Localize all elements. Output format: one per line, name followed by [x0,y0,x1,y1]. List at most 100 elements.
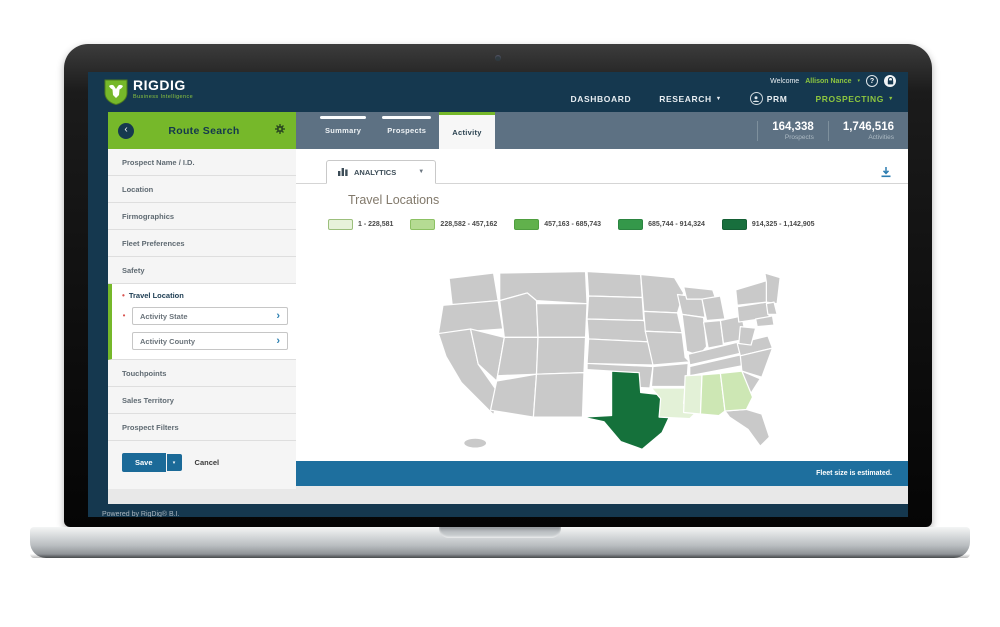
laptop-base [30,527,970,558]
laptop-screen-bezel: RIGDIG Business Intelligence Welcome All… [64,44,932,527]
state-GA [719,370,754,412]
legend-item: 228,582 - 457,162 [410,219,497,230]
sidebar-title: Route Search [168,124,240,137]
sidebar-item-safety[interactable]: Safety [108,257,296,284]
cancel-button[interactable]: Cancel [194,458,220,467]
state-inset [463,437,488,449]
required-dot-icon: • [122,311,126,320]
sidebar-items: Prospect Name / I.D. Location Firmograph… [108,149,296,489]
brand-logo: RIGDIG Business Intelligence [104,78,193,105]
route-search-sidebar: ‹ Route Search Prospect Name / I.D. Loca… [108,112,296,504]
state-CO [535,336,587,375]
app-header: RIGDIG Business Intelligence Welcome All… [88,72,908,112]
state-WA [448,272,499,306]
state-KS [586,338,654,366]
download-icon[interactable] [880,165,892,183]
state-WY [535,303,588,339]
help-icon[interactable]: ? [866,75,878,87]
sidebar-item-travel-location[interactable]: • Travel Location [122,290,184,300]
legend-item: 457,163 - 685,743 [514,219,601,230]
webcam-icon [495,55,501,61]
chevron-right-icon: › [276,334,280,347]
state-AR [650,362,689,388]
brand-tagline: Business Intelligence [133,94,194,100]
save-button[interactable]: Save [122,453,166,472]
sidebar-footer-space [108,489,296,504]
activities-count: 1,746,516 [842,120,894,133]
sidebar-item-touchpoints[interactable]: Touchpoints [108,360,296,387]
sidebar-item-prospect-filters[interactable]: Prospect Filters [108,414,296,441]
chevron-down-icon[interactable]: ▾ [857,78,860,84]
laptop-base-edge [30,554,970,558]
legend-swatch [721,219,747,230]
us-choropleth-map[interactable] [420,266,784,459]
state-FL [724,408,771,447]
state-MN [640,273,685,314]
state-WV [738,326,757,346]
legend-item: 1 - 228,581 [328,219,393,230]
content-footer-bar: Fleet size is estimated. [296,461,908,486]
analytics-dropdown[interactable]: ANALYTICS ▼ [326,160,437,184]
nav-prm[interactable]: PRM [749,92,788,105]
back-icon[interactable]: ‹ [118,122,134,139]
state-NJ [765,301,778,316]
legend-swatch [514,219,540,230]
sidebar-group-travel-location: • Travel Location • Activity State › [108,284,296,360]
tab-bar: Summary Prospects Activity 164,338 Prosp… [296,112,908,149]
powered-by-text: Powered by RigDig® B.I. [102,511,180,517]
page-title: Travel Locations [348,193,440,207]
state-AZ [489,373,538,418]
sidebar-item-firmographics[interactable]: Firmographics [108,203,296,230]
sidebar-item-sales-territory[interactable]: Sales Territory [108,387,296,414]
save-options-button[interactable]: ▾ [166,454,182,471]
state-NEW-ENGLAND [764,272,781,305]
state-MO [644,330,691,366]
app-bottom-bar: Powered by RigDig® B.I. [88,504,908,517]
stats-block: 164,338 Prospects 1,746,516 Activities [757,112,908,149]
fleet-size-note: Fleet size is estimated. [816,470,892,477]
sidebar-item-fleet-preferences[interactable]: Fleet Preferences [108,230,296,257]
legend-swatch [410,219,436,230]
activity-county-button[interactable]: Activity County › [132,332,288,350]
sidebar-item-location[interactable]: Location [108,176,296,203]
gear-icon[interactable] [274,122,286,140]
choropleth-legend: 1 - 228,581 228,582 - 457,162 457,163 - … [328,219,815,230]
shield-logo-icon [104,78,128,105]
nav-dashboard[interactable]: DASHBOARD [570,93,632,104]
state-IL [681,313,708,357]
chevron-right-icon: › [276,309,280,322]
state-MD [755,315,775,328]
legend-swatch [328,219,353,230]
prm-badge-icon [749,92,763,105]
app-window: RIGDIG Business Intelligence Welcome All… [88,72,908,517]
state-UT [496,336,539,382]
brand-name: RIGDIG [133,77,186,93]
state-TX [581,370,672,450]
footer-spacer [296,486,908,504]
sidebar-item-prospect-name[interactable]: Prospect Name / I.D. [108,149,296,176]
state-ID [499,292,539,339]
legend-item: 914,325 - 1,142,905 [721,219,815,230]
tab-activity[interactable]: Activity [439,112,495,149]
state-NM [532,372,585,418]
user-menu[interactable]: Allison Nance [805,77,852,85]
welcome-row: Welcome Allison Nance ▾ ? [770,75,896,87]
tab-prospects[interactable]: Prospects [374,112,439,149]
nav-prospecting[interactable]: PROSPECTING ▼ [815,93,894,104]
state-MI [701,295,726,322]
lock-icon[interactable] [884,75,896,87]
state-NY [735,280,772,306]
sidebar-header: ‹ Route Search [108,112,296,149]
chevron-down-icon: ▼ [715,95,722,102]
legend-item: 685,744 - 914,324 [618,219,705,230]
stat-activities: 1,746,516 Activities [827,120,908,141]
tab-summary[interactable]: Summary [312,112,374,149]
sidebar-actions: Save ▾ Cancel [108,441,296,472]
legend-swatch [618,219,644,230]
activity-state-button[interactable]: Activity State › [132,307,288,325]
state-AL [699,372,726,417]
state-IA [643,310,683,334]
nav-research[interactable]: RESEARCH ▼ [659,93,722,104]
state-NE [586,318,653,343]
